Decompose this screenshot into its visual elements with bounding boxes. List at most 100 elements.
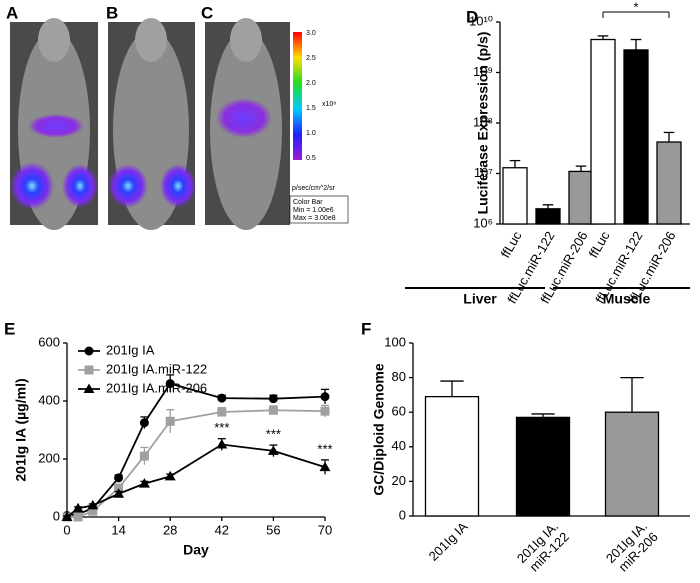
mouse-images xyxy=(10,18,349,230)
x-tick-label: 201Ig IA.miR-206 xyxy=(603,519,661,577)
y-tick-label: 600 xyxy=(38,334,60,349)
bar xyxy=(656,141,682,225)
bar xyxy=(568,170,594,225)
legend-marker xyxy=(84,365,94,375)
y-tick-label: 10⁸ xyxy=(473,114,493,129)
significance: *** xyxy=(266,427,281,442)
bar xyxy=(623,49,649,225)
x-tick-label: 14 xyxy=(111,522,125,537)
x-tick-label: ffLuc xyxy=(498,228,525,260)
color-bar-tick: 3.0 xyxy=(306,30,316,37)
y-axis-label: GC/Diploid Genome xyxy=(371,363,387,495)
bar xyxy=(502,167,528,225)
color-bar-box xyxy=(289,195,349,224)
y-axis-label: 201Ig IA (µg/ml) xyxy=(13,378,29,481)
mouse-c xyxy=(205,18,290,230)
color-bar-box-text: Max = 3.00e8 xyxy=(293,215,336,222)
mouse-b xyxy=(108,18,196,230)
legend-label: 201Ig IA xyxy=(106,342,155,357)
marker xyxy=(88,506,98,516)
y-tick-label: 60 xyxy=(392,404,406,419)
marker xyxy=(320,406,330,416)
bar xyxy=(515,416,571,517)
marker xyxy=(320,392,330,402)
marker xyxy=(268,394,278,404)
x-tick-label: ffLuc xyxy=(586,228,613,260)
y-tick-label: 10⁷ xyxy=(474,165,493,180)
marker xyxy=(216,439,228,449)
color-bar-unit: p/sec/cm^2/sr xyxy=(292,185,336,192)
marker xyxy=(138,478,150,488)
marker xyxy=(61,511,73,521)
y-tick-label: 80 xyxy=(392,369,406,384)
color-bar-tick: 2.5 xyxy=(306,55,316,62)
x-tick-label: 56 xyxy=(266,522,280,537)
marker xyxy=(268,405,278,415)
panel-label: C xyxy=(201,3,213,22)
color-bar xyxy=(293,32,302,160)
y-tick-label: 10⁶ xyxy=(473,215,493,230)
marker xyxy=(164,470,176,481)
significance: * xyxy=(633,0,638,14)
color-bar-tick: 1.0 xyxy=(306,130,316,137)
significance: *** xyxy=(317,441,332,456)
marker xyxy=(267,445,279,455)
series-line xyxy=(66,443,326,518)
bar xyxy=(424,395,480,517)
bar xyxy=(590,38,616,225)
y-tick-label: 100 xyxy=(384,334,406,349)
marker xyxy=(113,488,125,498)
color-bar-tick: 1.5 xyxy=(306,105,316,112)
y-tick-label: 20 xyxy=(392,473,406,488)
group-label: Muscle xyxy=(603,291,651,307)
x-tick-label: 201Ig IA.miR-122 xyxy=(514,519,572,577)
bar xyxy=(535,208,561,225)
marker xyxy=(139,451,149,461)
y-tick-label: 400 xyxy=(38,392,60,407)
color-bar-tick: 0.5 xyxy=(306,155,316,162)
group-label: Liver xyxy=(463,291,497,307)
marker xyxy=(165,416,175,426)
marker xyxy=(114,483,124,493)
x-tick-label: 201Ig IA xyxy=(426,519,471,564)
series-line xyxy=(66,382,326,517)
panel-label: A xyxy=(6,3,18,22)
color-bar-box-text: Min = 1.00e6 xyxy=(293,207,334,214)
marker xyxy=(72,502,84,513)
legend-marker xyxy=(83,383,95,393)
y-tick-label: 0 xyxy=(53,508,60,523)
marker xyxy=(73,512,83,522)
y-axis-label: Luciferase Expression (p/s) xyxy=(475,32,491,215)
x-tick-label: 0 xyxy=(63,522,70,537)
panel-label: B xyxy=(106,3,118,22)
color-bar-scale: x10⁸ xyxy=(322,101,336,108)
y-tick-label: 0 xyxy=(399,507,406,522)
mouse-a xyxy=(10,18,98,230)
series-line xyxy=(67,409,326,518)
y-tick-label: 10¹⁰ xyxy=(469,13,493,28)
marker xyxy=(114,473,124,483)
color-bar-tick: 2.0 xyxy=(306,80,316,87)
x-axis-label: Day xyxy=(183,542,209,558)
marker xyxy=(87,499,99,510)
panel-label: E xyxy=(4,319,15,338)
x-tick-label: 28 xyxy=(163,522,177,537)
marker xyxy=(165,379,175,389)
legend-label: 201Ig IA.miR-206 xyxy=(106,380,207,395)
significance: *** xyxy=(214,420,229,435)
x-tick-label: 70 xyxy=(318,522,332,537)
x-tick-label: 42 xyxy=(215,522,229,537)
legend-label: 201Ig IA.miR-122 xyxy=(106,361,207,376)
marker xyxy=(217,393,227,403)
color-bar-box-text: Color Bar xyxy=(293,199,323,206)
y-tick-label: 200 xyxy=(38,450,60,465)
bar xyxy=(604,411,660,517)
y-tick-label: 40 xyxy=(392,438,406,453)
legend-marker xyxy=(84,346,94,356)
marker xyxy=(319,461,331,472)
panel-label: D xyxy=(466,7,478,26)
marker xyxy=(217,407,227,417)
y-tick-label: 10⁹ xyxy=(473,64,493,79)
panel-label: F xyxy=(361,319,371,338)
